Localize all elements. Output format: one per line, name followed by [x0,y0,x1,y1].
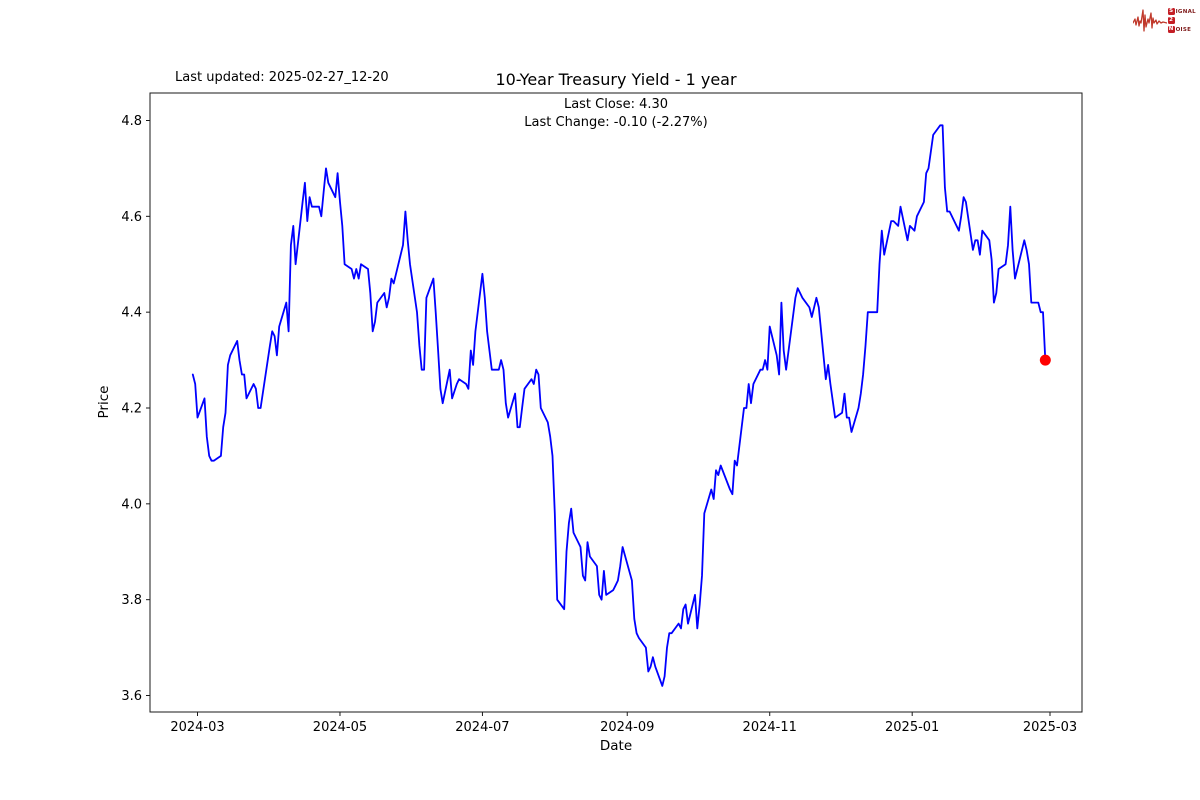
y-tick-label: 4.6 [121,210,142,225]
price-line [191,124,1047,687]
y-tick-label: 4.4 [121,306,142,321]
y-tick-label: 4.0 [121,497,142,512]
x-axis-label: Date [599,738,633,754]
logo-badge-2: 2 [1167,17,1175,24]
page-title: 10-Year Treasury Yield - 1 year [495,70,737,89]
last-close-text: Last Close: 4.30 [563,97,669,112]
plot-border [149,92,1083,713]
chart-subtitle: Last Close: 4.30 Last Change: -0.10 (-2.… [150,96,1082,131]
logo-text: S IGNAL 2 N OISE [1167,8,1196,34]
y-tick-label: 3.8 [121,593,142,608]
x-tick-label: 2024-07 [455,720,509,735]
x-tick-label: 2025-03 [1023,720,1077,735]
y-tick-label: 3.6 [121,689,142,704]
last-price-marker [1039,354,1051,366]
signal2noise-logo: S IGNAL 2 N OISE [1132,6,1196,35]
last-change-text: Last Change: -0.10 (-2.27%) [524,114,708,130]
logo-text-ignal: IGNAL [1175,8,1196,15]
y-tick-label: 4.8 [121,114,142,129]
x-tick-label: 2024-03 [170,720,224,735]
x-tick-label: 2025-01 [885,720,939,735]
logo-badge-n: N [1167,26,1175,33]
logo-text-oise: OISE [1175,26,1192,33]
x-tick-label: 2024-09 [600,720,654,735]
logo-badge-s: S [1167,8,1175,15]
x-tick-label: 2024-05 [313,720,367,735]
y-tick-label: 4.2 [121,401,142,416]
x-tick-label: 2024-11 [743,720,797,735]
last-updated-label: Last updated: 2025-02-27_12-20 [175,70,389,85]
ecg-waveform-icon [1132,9,1167,32]
